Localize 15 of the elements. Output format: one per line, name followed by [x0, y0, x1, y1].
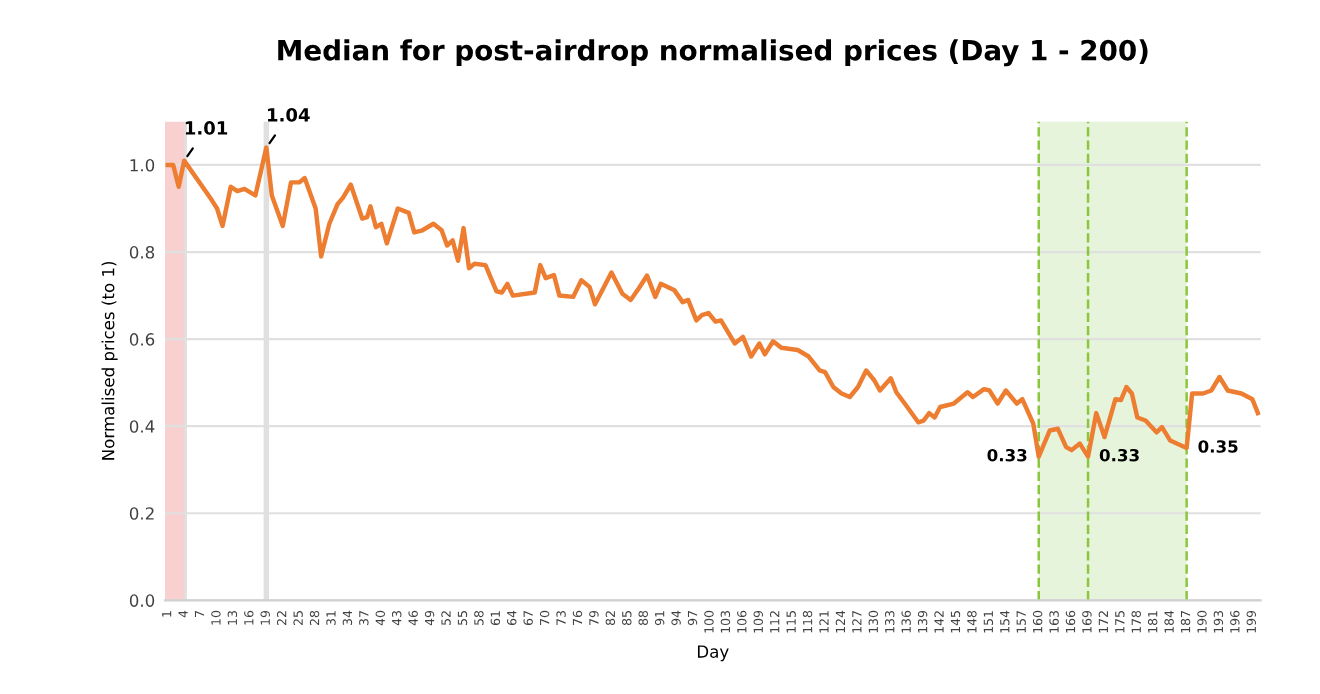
annotation: 0.35	[1198, 440, 1238, 453]
y-tick-label: 0.0	[129, 594, 155, 607]
chart-title: Median for post-airdrop normalised prices (Day 1 - 200)	[278, 39, 1148, 67]
x-axis-title: Day	[697, 645, 729, 662]
y-tick-label: 0.4	[129, 420, 155, 433]
annotation: 0.33	[987, 448, 1027, 462]
annotation: 1.04	[268, 108, 310, 122]
annotation: 1.01	[185, 121, 228, 135]
y-axis-title: Normalised prices (to 1)	[101, 261, 118, 460]
annotation: 0.33	[1099, 448, 1139, 462]
y-tick-label: 0.6	[129, 333, 155, 346]
y-tick-label: 0.2	[129, 507, 154, 520]
y-tick-label: 1.0	[130, 158, 155, 172]
line-series	[165, 145, 1261, 459]
y-tick-label: 0.8	[129, 246, 155, 259]
